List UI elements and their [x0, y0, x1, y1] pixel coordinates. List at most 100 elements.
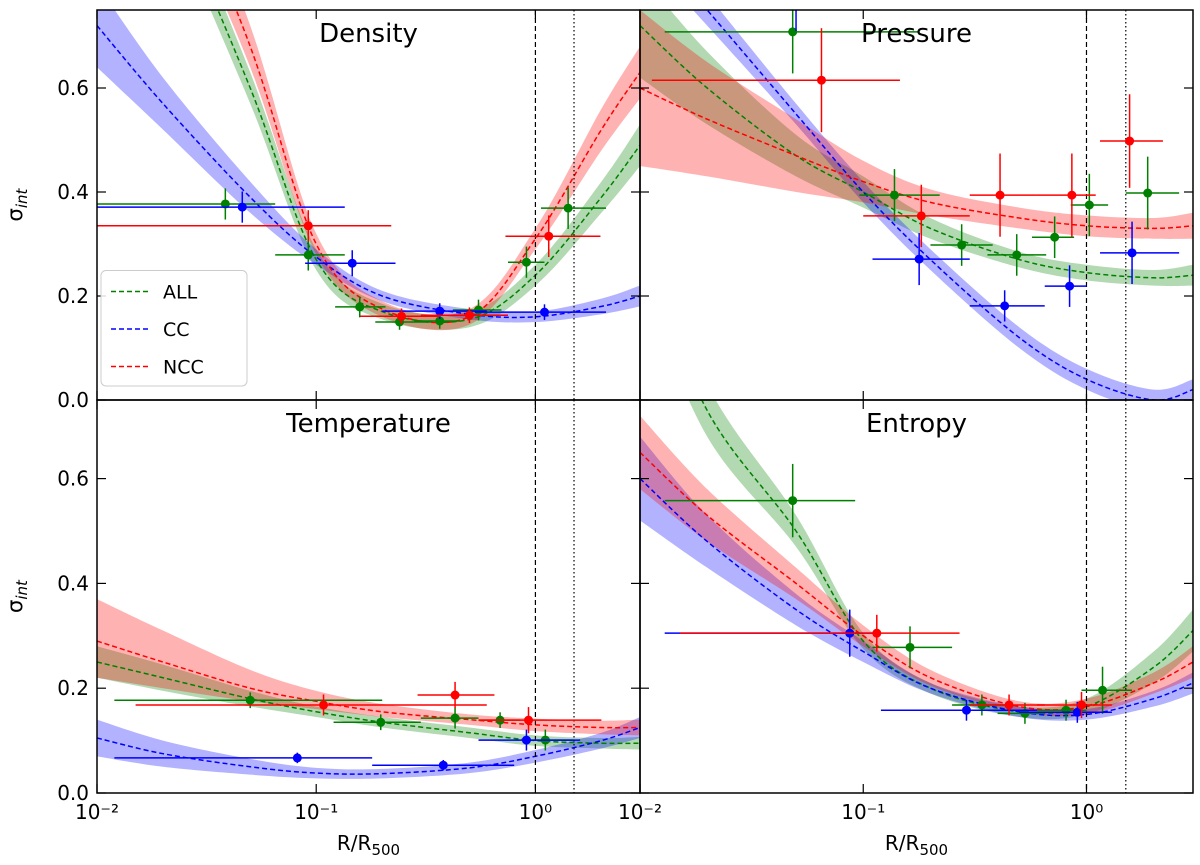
data-point: [1125, 136, 1135, 146]
data-point: [438, 760, 448, 770]
confidence-band: [640, 415, 1193, 717]
data-point: [1077, 700, 1087, 710]
legend-label: ALL: [163, 282, 198, 304]
data-point: [788, 496, 798, 506]
x-axis-label-sub: 500: [919, 841, 948, 859]
x-tick-label: 10⁰: [519, 800, 552, 824]
plot-area: [640, 400, 1193, 793]
data-point: [792, 0, 801, 9]
legend-label: NCC: [163, 357, 204, 379]
data-point: [450, 690, 460, 700]
fit-curve: [235, 10, 640, 324]
data-point: [961, 705, 971, 715]
x-axis-label: R/R500: [885, 831, 948, 859]
data-point: [397, 311, 407, 321]
data-point: [916, 211, 926, 221]
data-point: [1072, 707, 1082, 717]
y-axis-label: σint: [3, 579, 31, 613]
data-point: [1061, 705, 1071, 715]
y-axis-label-main: σ: [3, 208, 27, 221]
y-tick-label: 0.4: [57, 180, 89, 204]
data-point: [464, 310, 474, 320]
fit-curve: [706, 10, 1193, 400]
x-axis-label-main: R/R: [885, 831, 920, 855]
fit-curve: [217, 10, 640, 324]
axes-frame: [639, 399, 1194, 794]
data-point: [1143, 188, 1153, 198]
data-point: [539, 307, 549, 317]
data-point: [319, 700, 329, 710]
legend-box: [100, 270, 248, 387]
data-point: [1020, 708, 1030, 718]
x-tick-label: 10⁻²: [75, 800, 119, 824]
panel-title: Entropy: [866, 409, 967, 439]
confidence-band: [97, 599, 640, 736]
y-axis-label-main: σ: [3, 600, 27, 613]
y-tick-label: 0.6: [57, 76, 89, 100]
y-tick-label: 0.6: [57, 467, 89, 491]
x-tick-label: 10⁰: [1070, 800, 1103, 824]
data-point: [473, 305, 483, 315]
confidence-band: [688, 400, 1193, 720]
data-point: [995, 190, 1005, 200]
data-point: [347, 258, 357, 268]
y-tick-label: 0.0: [57, 781, 89, 805]
y-axis-label-sub: int: [13, 187, 31, 208]
data-point: [303, 250, 313, 260]
y-axis-label: σint: [3, 187, 31, 221]
panel-title: Temperature: [285, 409, 451, 439]
data-point: [524, 715, 534, 725]
plot-area: [97, 400, 640, 793]
data-point: [521, 735, 531, 745]
confidence-band: [97, 646, 640, 750]
x-tick-label: 10⁻²: [618, 800, 662, 824]
y-axis-label-sub: int: [13, 579, 31, 600]
data-point: [889, 190, 899, 200]
x-axis-label-main: R/R: [337, 831, 372, 855]
data-point: [544, 231, 554, 241]
data-point: [1050, 232, 1060, 242]
x-tick-label: 10⁻¹: [841, 800, 885, 824]
axes-frame: [96, 399, 641, 794]
data-point: [816, 75, 826, 85]
data-point: [1065, 281, 1075, 291]
data-point: [376, 717, 386, 727]
data-point: [303, 221, 313, 231]
data-point: [355, 302, 365, 312]
fit-curve: [640, 25, 1193, 279]
confidence-band: [640, 10, 1193, 286]
legend-label: CC: [163, 319, 190, 341]
y-tick-label: 0.0: [57, 388, 89, 412]
confidence-band: [640, 436, 1193, 721]
y-tick-label: 0.2: [57, 284, 89, 308]
x-tick-label: 10⁻¹: [294, 800, 338, 824]
x-axis-label: R/R500: [337, 831, 400, 859]
y-tick-label: 0.4: [57, 571, 89, 595]
data-point: [1012, 250, 1022, 260]
confidence-band: [97, 717, 640, 779]
y-tick-label: 0.2: [57, 676, 89, 700]
data-point: [957, 240, 967, 250]
data-point: [220, 199, 230, 209]
data-point: [450, 713, 460, 723]
fit-curve: [700, 400, 1193, 715]
plot-area: [97, 10, 640, 400]
data-point: [435, 306, 445, 316]
confidence-band: [692, 10, 1193, 400]
data-point: [237, 202, 247, 212]
data-point: [905, 642, 915, 652]
data-point: [521, 257, 531, 267]
fit-curve: [640, 478, 1193, 717]
legend: ALL CC NCC: [100, 270, 248, 387]
data-point: [245, 695, 255, 705]
data-point: [1098, 685, 1108, 695]
panel-title: Density: [319, 19, 418, 49]
panel-title: Pressure: [861, 19, 972, 49]
data-point: [435, 316, 445, 326]
data-point: [1004, 700, 1014, 710]
confidence-band: [640, 10, 1193, 239]
fit-curve: [640, 87, 1193, 230]
data-point: [1084, 200, 1094, 210]
